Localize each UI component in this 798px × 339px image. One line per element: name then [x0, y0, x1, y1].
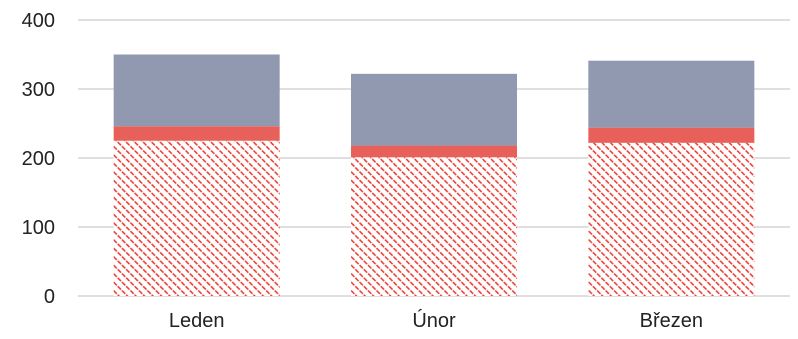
bar-segment [113, 126, 280, 141]
bars [113, 54, 755, 296]
bar-segment [351, 145, 517, 158]
y-tick-label: 200 [22, 148, 55, 170]
x-axis: Leden Únor Březen [169, 309, 703, 332]
x-tick-label: Únor [412, 309, 456, 332]
bar-segment [588, 60, 755, 128]
bar-segment [588, 127, 755, 143]
x-tick-label: Leden [169, 310, 225, 332]
x-tick-label: Březen [640, 310, 703, 332]
y-axis: 0 100 200 300 400 [22, 10, 55, 308]
bar-segment [351, 157, 517, 296]
y-tick-label: 300 [22, 79, 55, 101]
bar-segment [113, 140, 280, 296]
y-tick-label: 400 [22, 10, 55, 32]
bar-segment [351, 73, 517, 146]
y-tick-label: 0 [44, 286, 55, 308]
bar-segment [113, 54, 280, 127]
y-tick-label: 100 [22, 217, 55, 239]
bar-segment [588, 142, 755, 296]
